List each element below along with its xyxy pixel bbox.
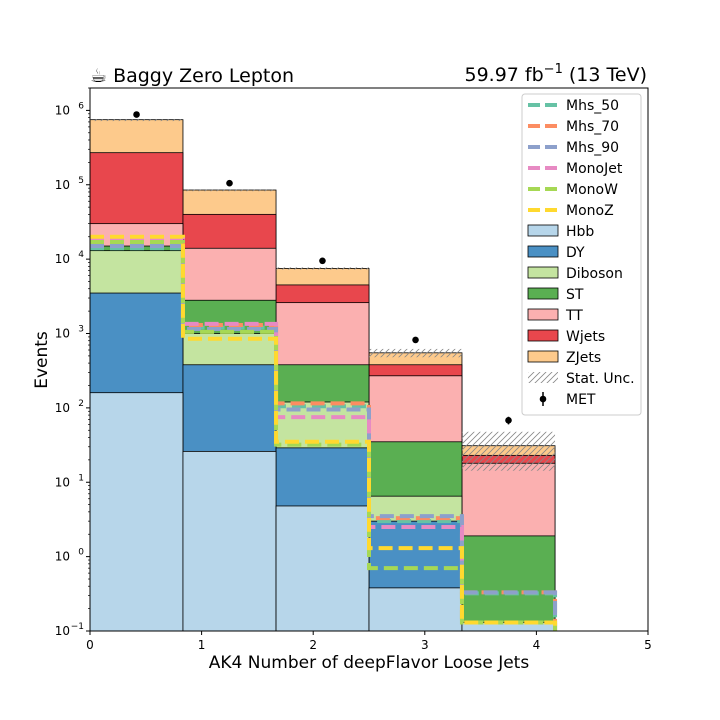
y-tick-label-2: 10 1 [55,473,84,489]
legend-swatch-diboson [527,266,559,279]
x-tick-label-3: 3 [421,638,429,652]
data-points [133,111,512,425]
stat-unc-bin-4 [461,431,556,471]
legend-label-mhs-70: Mhs_70 [566,119,619,135]
data-point-3 [412,336,419,344]
x-tick-label-2: 2 [309,638,317,652]
y-tick-label-6: 10 5 [55,176,84,192]
legend-label-mhs-90: Mhs_90 [566,140,619,156]
bar-hbb-bin-1 [182,450,277,631]
data-point-0 [133,111,140,118]
legend-swatch-met [539,395,547,403]
x-axis-ticks: 0 1 2 3 4 5 [86,631,652,652]
x-tick-label-1: 1 [198,638,206,652]
analysis-title: ☕ Baggy Zero Lepton [90,65,294,87]
x-tick-label-5: 5 [644,638,652,652]
legend-label-st: ST [566,287,584,303]
legend-label-mhs-50: Mhs_50 [566,98,619,114]
plot-area [90,111,558,631]
x-axis-label: AK4 Number of deepFlavor Loose Jets [209,653,530,673]
data-point-1 [226,179,233,187]
y-axis-label: Events [32,331,52,389]
y-tick-label-0: 10−1 [55,622,84,638]
signal-line-monoz [90,234,558,631]
y-tick-label-4: 10 3 [55,325,84,341]
x-tick-label-0: 0 [86,638,94,652]
legend-label-diboson: Diboson [566,266,623,282]
y-tick-label-1: 10 0 [55,548,85,564]
legend-label-dy: DY [566,245,585,261]
legend-label-stat-unc: Stat. Unc. [566,371,635,387]
legend-label-hbb: Hbb [566,224,594,240]
bar-hbb-bin-3 [368,587,463,631]
legend: Mhs_50 Mhs_70 Mhs_90 MonoJet MonoW MonoZ Hbb DY… [521,93,642,416]
legend-swatch-wjets [527,329,559,342]
y-tick-label-5: 10 4 [55,250,85,266]
x-tick-label-4: 4 [533,638,541,652]
bar-st-bin-4 [461,535,556,631]
stat-unc-bin-3 [369,348,462,358]
bar-hbb-bin-2 [275,505,370,631]
stat-unc-bin-1 [182,189,277,192]
data-point-2 [319,257,326,265]
plot-frame [89,87,649,632]
y-tick-label-3: 10 2 [55,399,84,415]
stat-unc-bin-2 [276,267,369,270]
legend-swatch-tt [527,308,559,321]
bar-hbb-bin-0 [90,392,184,631]
legend-label-wjets: Wjets [566,329,605,345]
signal-lines [90,234,558,631]
legend-label-monoz: MonoZ [566,203,614,219]
legend-swatch-zjets [527,350,559,363]
legend-swatch-stat-unc [528,372,558,383]
legend-swatch-hbb [527,224,559,237]
legend-swatch-st [527,287,559,300]
y-tick-label-7: 10 6 [55,101,85,117]
legend-swatch-dy [527,245,559,258]
legend-label-monow: MonoW [566,182,618,198]
data-point-4 [505,417,512,424]
stat-unc-bin-0 [90,119,183,122]
legend-label-tt: TT [565,308,583,324]
legend-label-zjets: ZJets [566,350,601,366]
luminosity-label: 59.97 fb−1 (13 TeV) [464,62,647,86]
legend-label-monojet: MonoJet [566,161,623,177]
background-stack [90,119,556,631]
stat-uncertainty-band [90,119,556,471]
legend-label-met: MET [566,392,596,408]
